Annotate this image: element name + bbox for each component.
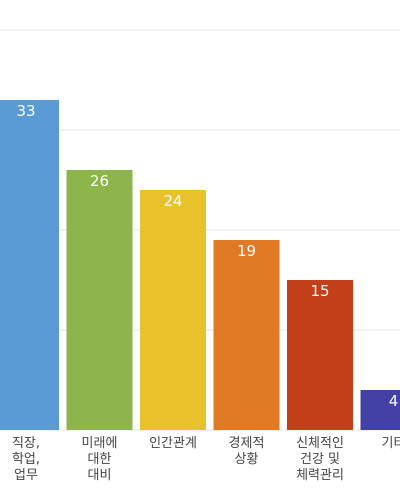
category-label: 기타 [381, 436, 400, 451]
value-label: 26 [90, 172, 109, 190]
bar [66, 170, 133, 430]
bar [213, 240, 280, 430]
value-label: 4 [389, 392, 399, 410]
category-label: 신체적인 건강 및 체력관리 [296, 436, 344, 483]
value-labels: 33 26 24 19 15 4 [16, 102, 398, 410]
value-label: 19 [237, 242, 256, 260]
category-label: 경제적 상황 [228, 436, 265, 467]
category-label: 인간관계 [149, 436, 197, 451]
bar [360, 390, 400, 430]
category-label: 미래에 대한 대비 [81, 436, 118, 483]
value-label: 15 [310, 282, 329, 300]
bar [0, 100, 59, 430]
value-label: 33 [16, 102, 35, 120]
value-label: 24 [163, 192, 182, 210]
bar [287, 280, 353, 430]
bar [140, 190, 206, 430]
category-label: 직장, 학업, 업무 [11, 436, 41, 483]
bars [0, 100, 400, 430]
